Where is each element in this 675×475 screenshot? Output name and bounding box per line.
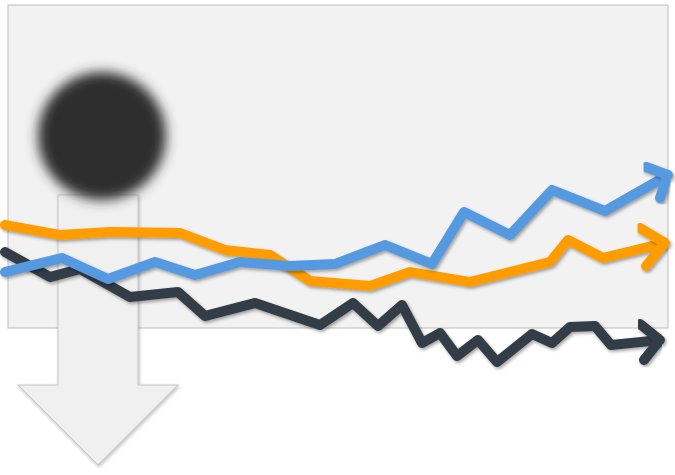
orange-arrowhead-icon bbox=[635, 223, 670, 271]
blue-trend-line bbox=[0, 170, 673, 284]
dark-trend-line bbox=[0, 247, 665, 367]
blue-arrowhead-icon bbox=[641, 162, 673, 203]
dark-blob bbox=[38, 72, 166, 200]
orange-trend-line bbox=[0, 220, 670, 291]
dark-arrowhead-icon bbox=[635, 319, 665, 365]
